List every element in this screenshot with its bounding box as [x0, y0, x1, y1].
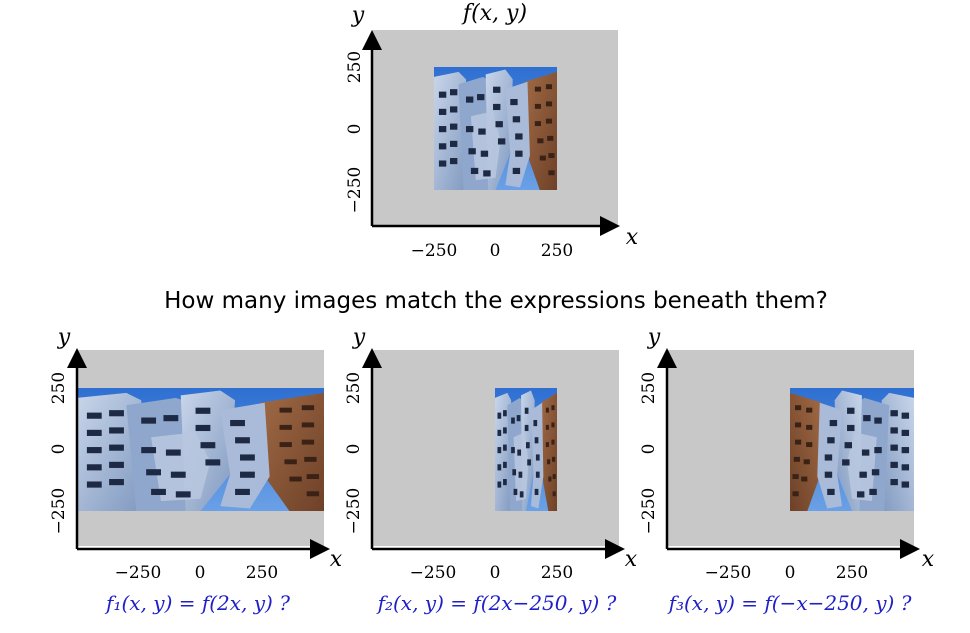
panel-1-x-tick-250: 250 — [246, 563, 278, 583]
question-text: How many images match the expressions be… — [164, 288, 828, 314]
top-panel-title: f(x, y) — [461, 1, 527, 26]
panel-1-expression: f₁(x, y) = f(2x, y) ? — [104, 591, 290, 615]
panel-3-y-tick-250: 250 — [639, 372, 659, 404]
top-y-tick-0: 0 — [345, 124, 365, 135]
panel-3-y-tick-0: 0 — [639, 444, 659, 455]
panel-2-x-tick-250: 250 — [541, 563, 573, 583]
top-panel: f(x, y) y x −250 0 250 250 0 −250 — [345, 1, 639, 261]
top-x-tick-neg250: −250 — [411, 241, 458, 261]
panel-1-x-tick-neg250: −250 — [115, 563, 162, 583]
panel-3-x-tick-250: 250 — [836, 563, 868, 583]
panel-2: y x −250 0 250 250 0 −250 f₂(x, y) = f(2… — [344, 325, 638, 615]
panel-2-image — [495, 388, 557, 511]
panel-1-image — [77, 388, 324, 511]
top-panel-image — [434, 67, 557, 190]
panel-2-x-tick-neg250: −250 — [410, 563, 457, 583]
top-x-tick-0: 0 — [490, 241, 501, 261]
panel-1-y-tick-0: 0 — [49, 444, 69, 455]
panel-3-x-axis-label: x — [922, 547, 935, 572]
panel-3: y x −250 0 250 250 0 −250 f₃(x, y) = f(−… — [639, 325, 935, 615]
panel-2-y-tick-250: 250 — [344, 372, 364, 404]
panel-2-expression: f₂(x, y) = f(2x−250, y) ? — [376, 591, 617, 615]
panel-3-x-tick-0: 0 — [785, 563, 796, 583]
panel-1-y-tick-neg250: −250 — [49, 488, 69, 535]
panel-3-y-axis-label: y — [647, 325, 661, 350]
panel-3-expression: f₃(x, y) = f(−x−250, y) ? — [667, 591, 912, 615]
panel-2-y-tick-0: 0 — [344, 444, 364, 455]
panel-2-x-tick-0: 0 — [490, 563, 501, 583]
panel-1-y-axis-label: y — [57, 325, 71, 350]
panel-1: y x −250 0 250 250 0 −250 f₁(x, y) = f(2… — [49, 325, 343, 615]
top-panel-x-axis-label: x — [626, 225, 639, 250]
top-x-tick-250: 250 — [541, 241, 573, 261]
panel-1-x-tick-0: 0 — [195, 563, 206, 583]
panel-3-image — [790, 388, 914, 511]
top-y-tick-neg250: −250 — [345, 167, 365, 214]
panel-1-y-tick-250: 250 — [49, 372, 69, 404]
panel-1-x-axis-label: x — [330, 547, 343, 572]
panel-2-y-axis-label: y — [352, 325, 366, 350]
panel-2-y-tick-neg250: −250 — [344, 488, 364, 535]
top-y-tick-250: 250 — [345, 51, 365, 83]
panel-3-y-tick-neg250: −250 — [639, 488, 659, 535]
panel-3-x-tick-neg250: −250 — [705, 563, 752, 583]
top-panel-y-axis-label: y — [351, 3, 365, 28]
panel-2-x-axis-label: x — [625, 547, 638, 572]
